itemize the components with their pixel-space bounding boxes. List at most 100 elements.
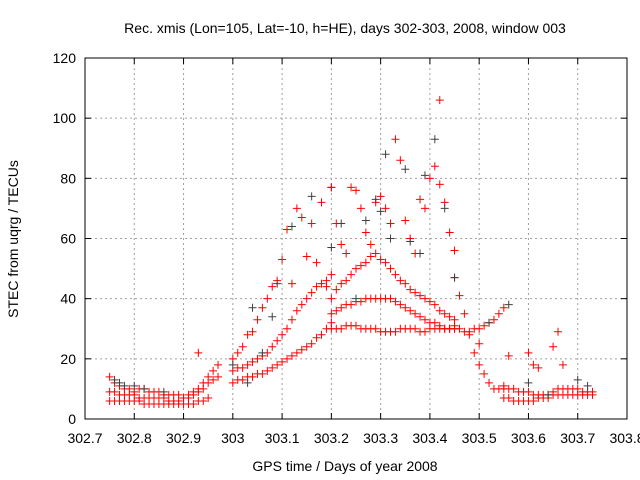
point-red xyxy=(558,360,567,369)
point-red xyxy=(475,324,484,333)
point-gray xyxy=(583,381,592,390)
point-red xyxy=(214,372,223,381)
point-gray xyxy=(115,378,124,387)
point-red xyxy=(125,384,134,393)
point-red xyxy=(435,180,444,189)
point-red xyxy=(302,342,311,351)
x-tick-label: 303.7 xyxy=(560,430,595,446)
plot-frame xyxy=(84,57,628,420)
x-tick-label: 302.7 xyxy=(67,430,102,446)
point-red xyxy=(258,303,267,312)
point-red xyxy=(179,393,188,402)
point-red xyxy=(416,312,425,321)
point-red xyxy=(549,342,558,351)
point-red xyxy=(485,378,494,387)
point-red xyxy=(199,396,208,405)
point-red xyxy=(292,348,301,357)
point-gray xyxy=(140,384,149,393)
point-red xyxy=(273,360,282,369)
point-red xyxy=(435,96,444,105)
point-red xyxy=(287,279,296,288)
point-red xyxy=(371,324,380,333)
point-red xyxy=(411,324,420,333)
point-red xyxy=(189,399,198,408)
point-red xyxy=(524,387,533,396)
point-red xyxy=(307,339,316,348)
point-red xyxy=(529,360,538,369)
point-red xyxy=(199,378,208,387)
y-tick-label: 80 xyxy=(60,170,76,186)
point-red xyxy=(322,282,331,291)
point-red xyxy=(287,315,296,324)
y-axis-label: STEC from uqrg / TECUs xyxy=(5,160,21,318)
point-red xyxy=(347,183,356,192)
point-red xyxy=(381,258,390,267)
point-red xyxy=(214,360,223,369)
point-red xyxy=(297,300,306,309)
point-gray xyxy=(524,378,533,387)
data-points xyxy=(105,96,597,408)
point-red xyxy=(450,246,459,255)
point-red xyxy=(194,384,203,393)
point-gray xyxy=(544,390,553,399)
point-red xyxy=(297,213,306,222)
point-red xyxy=(470,348,479,357)
point-red xyxy=(337,279,346,288)
point-red xyxy=(480,321,489,330)
grid xyxy=(85,58,627,419)
point-red xyxy=(312,333,321,342)
point-gray xyxy=(386,234,395,243)
point-gray xyxy=(401,165,410,174)
point-red xyxy=(337,240,346,249)
point-gray xyxy=(430,135,439,144)
point-red xyxy=(253,354,262,363)
point-red xyxy=(292,306,301,315)
point-red xyxy=(302,252,311,261)
point-gray xyxy=(159,387,168,396)
point-gray xyxy=(420,171,429,180)
point-red xyxy=(352,186,360,195)
point-red xyxy=(361,258,370,267)
point-red xyxy=(425,174,434,183)
point-red xyxy=(445,228,454,237)
point-red xyxy=(204,393,213,402)
point-red xyxy=(361,228,370,237)
point-gray xyxy=(268,312,277,321)
point-red xyxy=(435,306,444,315)
point-red xyxy=(460,309,469,318)
point-red xyxy=(194,348,203,357)
point-red xyxy=(233,348,242,357)
point-red xyxy=(204,372,213,381)
point-red xyxy=(352,321,360,330)
x-tick-label: 303.8 xyxy=(609,430,640,446)
point-red xyxy=(263,294,272,303)
point-red xyxy=(189,387,198,396)
point-gray xyxy=(406,237,415,246)
point-gray xyxy=(273,279,282,288)
point-red xyxy=(292,204,301,213)
point-red xyxy=(327,294,336,303)
point-red xyxy=(376,255,385,264)
point-red xyxy=(352,264,360,273)
point-red xyxy=(302,294,311,303)
point-red xyxy=(209,366,218,375)
point-red xyxy=(347,270,356,279)
y-tick-label: 20 xyxy=(60,351,76,367)
point-red xyxy=(317,279,326,288)
point-red xyxy=(425,297,434,306)
point-red xyxy=(411,288,420,297)
point-gray xyxy=(371,195,380,204)
point-red xyxy=(228,378,237,387)
point-red xyxy=(258,369,267,378)
x-tick-label: 303.1 xyxy=(265,430,300,446)
point-red xyxy=(416,291,425,300)
point-red xyxy=(243,360,252,369)
point-red xyxy=(524,348,533,357)
point-red xyxy=(184,390,193,399)
point-red xyxy=(278,255,287,264)
point-red xyxy=(455,324,464,333)
point-red xyxy=(588,390,597,399)
point-red xyxy=(238,342,247,351)
point-red xyxy=(475,360,484,369)
